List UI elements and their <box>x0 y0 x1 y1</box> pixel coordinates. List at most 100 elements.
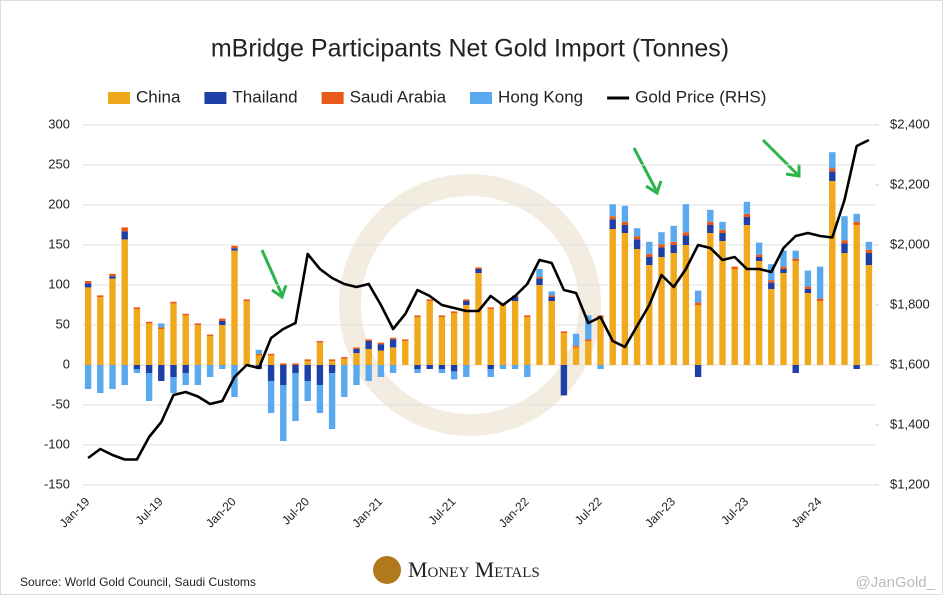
bar <box>511 297 519 301</box>
bar <box>145 323 153 365</box>
bar <box>316 341 324 343</box>
bar <box>267 353 275 356</box>
bar <box>780 269 787 273</box>
bar <box>316 365 324 385</box>
bar <box>609 219 616 229</box>
legend-swatch <box>321 92 344 104</box>
bar <box>646 241 653 254</box>
bar <box>524 315 531 317</box>
brand-logo <box>373 556 401 584</box>
chart-title: mBridge Participants Net Gold Import (To… <box>211 35 729 63</box>
bar <box>792 365 799 373</box>
bar <box>621 205 629 222</box>
bar <box>658 244 665 248</box>
bar <box>304 359 311 361</box>
bar <box>255 355 263 365</box>
bar <box>182 365 189 373</box>
bar <box>511 365 519 369</box>
bar <box>170 365 177 377</box>
y-tick-label: 250 <box>48 156 70 171</box>
bar <box>84 283 92 288</box>
y2-tick-label: $2,400 <box>890 116 930 131</box>
bar <box>633 228 641 237</box>
bar <box>389 339 397 348</box>
y2-tick-label: $2,200 <box>890 176 930 191</box>
bar <box>438 315 446 317</box>
bar <box>145 373 153 401</box>
bar <box>621 221 629 225</box>
bar <box>719 221 726 230</box>
bar <box>426 365 433 369</box>
bar <box>450 365 458 372</box>
bar <box>609 204 616 217</box>
bar <box>304 361 311 365</box>
bar <box>731 266 738 269</box>
bar <box>499 305 507 365</box>
bar <box>109 273 116 277</box>
bar <box>414 369 421 373</box>
y2-tick-label: $1,200 <box>890 476 930 491</box>
bar <box>231 365 238 397</box>
bar <box>768 280 775 283</box>
bar <box>621 225 629 233</box>
bar <box>865 241 873 250</box>
price-line <box>87 138 870 461</box>
bar <box>707 209 714 222</box>
legend-swatch <box>204 92 227 104</box>
bar <box>816 266 824 299</box>
bar <box>84 281 92 284</box>
bar <box>158 323 165 328</box>
bar <box>536 277 543 279</box>
y-tick-label: -50 <box>51 396 70 411</box>
bar <box>389 337 397 340</box>
bar <box>377 350 385 365</box>
bar <box>792 258 799 261</box>
bar <box>475 267 482 269</box>
bar <box>719 229 726 233</box>
bar <box>402 341 409 365</box>
arrows <box>260 138 801 300</box>
bar <box>133 309 141 365</box>
bar <box>768 289 775 365</box>
brand: Money Metals <box>408 557 540 582</box>
bar <box>731 269 738 365</box>
bar <box>450 311 458 313</box>
bar <box>121 227 128 232</box>
bar <box>365 349 372 365</box>
bar <box>841 216 848 241</box>
y2-tick-label: $2,000 <box>890 236 930 251</box>
bar <box>328 359 336 361</box>
bar <box>463 365 470 377</box>
bar <box>597 365 604 369</box>
bar <box>316 342 324 365</box>
bar <box>243 299 250 301</box>
credit: @JanGold_ <box>856 574 936 591</box>
bar <box>768 282 775 289</box>
bar <box>633 249 641 365</box>
bar <box>743 225 751 365</box>
bar <box>450 371 458 380</box>
bar <box>219 365 226 369</box>
legend-label: Hong Kong <box>498 87 583 106</box>
bar <box>572 333 580 346</box>
bar <box>780 266 787 269</box>
bar <box>487 369 494 377</box>
bar <box>304 381 311 401</box>
bar <box>499 365 507 369</box>
bar <box>219 321 226 325</box>
bar <box>280 365 287 385</box>
bar <box>194 323 202 325</box>
bar <box>670 245 677 253</box>
bar <box>536 278 543 285</box>
bar <box>694 305 702 365</box>
bar <box>292 365 299 373</box>
bar <box>389 347 397 365</box>
bar <box>182 373 189 385</box>
legend-label: Saudi Arabia <box>350 87 447 106</box>
y-tick-label: -100 <box>44 436 70 451</box>
bar <box>353 353 360 365</box>
bar <box>829 171 836 181</box>
bar <box>280 363 287 365</box>
bar <box>353 349 360 353</box>
bar <box>475 269 482 273</box>
